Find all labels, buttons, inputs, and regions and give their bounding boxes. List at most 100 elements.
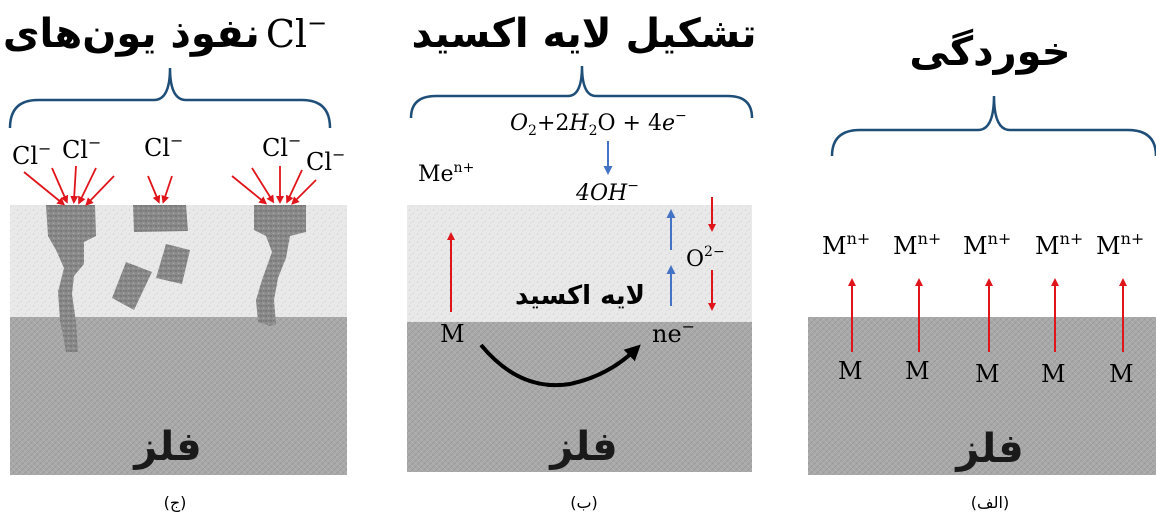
ion-mn-2: Mn+ [893,229,941,260]
ion-mn-3: Mn+ [963,229,1011,260]
panel-jim-metal-label: فلز [132,424,201,470]
reaction-o2: O [510,111,528,136]
cl-arrow-pit1-a [23,171,66,206]
ion-symbol: M [822,232,847,260]
oxide-layer-block [407,205,752,322]
electrons-charge: − [682,317,695,336]
panel-be-metal-label: فلز [548,424,617,470]
pit-1 [46,205,96,352]
ion-symbol: M [893,232,918,260]
electrons-label: ne− [652,317,695,348]
cl-arrow-pit1-b [51,167,69,204]
reaction-plus2: +2 [537,111,569,136]
men-symbol: Me [418,162,454,187]
ion-symbol: M [963,232,988,260]
chloride-charge: − [170,131,183,150]
cl-arrow-pit1-c [70,165,79,204]
panel-jim-caption: (ج) [164,493,187,513]
metal-atom-4: M [1041,360,1066,388]
metal-atom-3: M [975,360,1000,388]
panel-be-title: تشکیل لایه اکسید [411,11,756,57]
reaction-e: e [662,111,675,136]
cl-arrow-pit3-b [251,167,275,204]
chloride-charge: − [288,131,301,150]
reaction-tail: O + 4 [598,111,662,136]
svg-text:Mn+: Mn+ [822,229,870,260]
ion-symbol: M [1096,232,1121,260]
chloride-ion-3: Cl− [144,131,183,162]
electrons-symbol: ne [652,320,682,348]
panel-alef-brace [830,95,1156,157]
pit-2-mid [156,244,190,284]
pit-2-top [133,205,188,232]
chloride-symbol: Cl [262,134,288,162]
cl-arrow-pit3-d [286,169,303,204]
cl-arrow-pit3-a [231,175,268,205]
panel-be-brace [409,65,754,119]
panel-be: تشکیل لایه اکسید فلز (ب) O2+2H2O + 4e− 4… [407,11,757,512]
ion-charge: n+ [988,229,1012,248]
pit-2-low [112,262,152,310]
panel-alef-metal-block [808,317,1156,475]
svg-text:Mn+: Mn+ [1035,229,1083,260]
cl-arrow-pit3-e [291,179,317,205]
ion-mn-4: Mn+ [1035,229,1083,260]
ion-charge: n+ [1121,229,1145,248]
panel-be-caption: (ب) [570,493,598,512]
panel-jim-title-text: نفوذ یون‌های [3,11,260,57]
ion-charge: n+ [918,229,942,248]
reaction-o2-sub: 2 [528,123,537,139]
svg-text:Mn+: Mn+ [1096,229,1144,260]
cl-arrow-pit1-d [78,167,97,205]
chloride-symbol: Cl [306,148,332,176]
reaction-h: H [568,111,589,136]
chloride-charge: − [332,145,345,164]
chloride-symbol: Cl [12,142,38,170]
svg-text:Mn+: Mn+ [893,229,941,260]
panel-jim: نفوذ یون‌های Cl− فلز (ج) Cl− Cl− Cl− Cl− … [3,9,347,513]
chloride-ion-4: Cl− [262,131,301,162]
hydroxide-ion: 4OH− [575,178,639,206]
panel-alef: خوردگی فلز (الف) Mn+ Mn+ Mn+ Mn+ Mn+ M M… [808,28,1156,512]
panel-alef-metal-label: فلز [954,426,1023,472]
ion-mn-5: Mn+ [1096,229,1144,260]
metal-atom-2: M [905,357,930,385]
cl-arrow-pit2-b [161,175,173,204]
electron-flow-arrow [479,343,641,388]
ion-symbol: M [1035,232,1060,260]
reaction-e-sup: − [675,108,687,124]
oxide-layer-label: لایه اکسید [515,281,645,311]
reaction-h-sub: 2 [589,123,598,139]
oxide-ion: O2− [686,244,725,272]
panel-be-metal-block [407,322,752,472]
ion-charge: n+ [847,229,871,248]
chloride-ion-5: Cl− [306,145,345,176]
metal-atom-1: M [838,357,863,385]
ion-charge: n+ [1060,229,1084,248]
panel-jim-title: نفوذ یون‌های Cl− [3,9,327,57]
cathodic-reaction: O2+2H2O + 4e− [510,108,687,139]
panel-alef-title: خوردگی [909,28,1070,75]
panel-alef-caption: (الف) [971,493,1009,512]
metal-atom-be: M [440,320,465,348]
svg-text:Mn+: Mn+ [963,229,1011,260]
cl-arrow-pit2-a [147,175,161,204]
chloride-symbol: Cl [62,136,88,164]
oxide-ion-symbol: O [686,247,704,272]
chloride-ion-1: Cl− [12,139,51,170]
pit-3 [254,205,306,326]
hydroxide-symbol: 4OH [575,181,628,206]
ion-mn-1: Mn+ [822,229,870,260]
men-charge: n+ [454,160,475,176]
panel-jim-title-ion: Cl [266,12,307,56]
panel-jim-brace [8,67,332,129]
chloride-charge: − [88,133,101,152]
metal-ion-men: Men+ [418,160,474,187]
chloride-charge: − [38,139,51,158]
cl-arrow-pit1-e [85,175,115,206]
metal-atom-5: M [1109,360,1134,388]
oxide-ion-charge: 2− [704,244,725,260]
hydroxide-charge: − [627,178,639,194]
chloride-ion-2: Cl− [62,133,101,164]
